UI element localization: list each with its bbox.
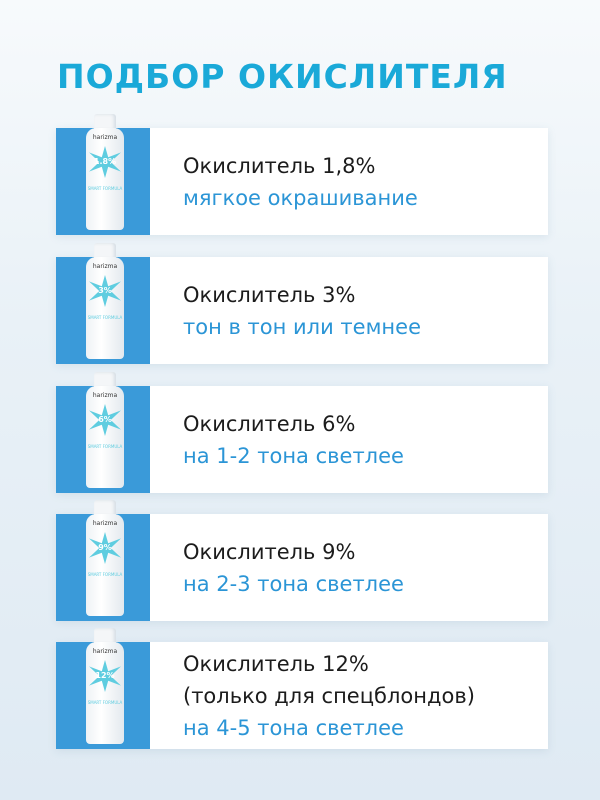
oxidant-card: harizma 1.8% SMART FORMULA Окислитель 1,…: [56, 114, 548, 235]
bottle-image: harizma 6% SMART FORMULA: [86, 372, 124, 488]
oxidant-description: тон в тон или темнее: [183, 314, 421, 339]
oxidant-name: Окислитель 9%: [183, 539, 356, 564]
bottle-percent: 9%: [98, 543, 112, 552]
bottle-body: [86, 514, 124, 616]
oxidant-card: harizma 3% SMART FORMULA Окислитель 3% т…: [56, 243, 548, 364]
bottle-image: harizma 9% SMART FORMULA: [86, 500, 124, 616]
oxidant-name: Окислитель 1,8%: [183, 153, 376, 178]
brand-logo: harizma: [92, 648, 118, 655]
brand-logo: harizma: [92, 520, 118, 527]
oxidant-card: harizma 12% SMART FORMULA Окислитель 12%…: [56, 628, 548, 749]
formula-label: SMART FORMULA: [87, 315, 123, 320]
oxidant-name: Окислитель 12%: [183, 651, 369, 676]
bottle-body: [86, 642, 124, 744]
oxidant-name: Окислитель 6%: [183, 411, 356, 436]
formula-label: SMART FORMULA: [87, 572, 123, 577]
bottle-body: [86, 386, 124, 488]
bottle-cap: [94, 114, 116, 130]
bottle-image: harizma 12% SMART FORMULA: [86, 628, 124, 744]
bottle-percent: 3%: [98, 286, 112, 295]
formula-label: SMART FORMULA: [87, 186, 123, 191]
formula-label: SMART FORMULA: [87, 700, 123, 705]
oxidant-text: Окислитель 6% на 1-2 тона светлее: [183, 386, 404, 493]
bottle-body: [86, 128, 124, 230]
bottle-cap: [94, 243, 116, 259]
bottle-percent: 1.8%: [93, 157, 117, 166]
oxidant-text: Окислитель 9% на 2-3 тона светлее: [183, 514, 404, 621]
bottle-percent: 12%: [95, 671, 115, 680]
brand-logo: harizma: [92, 263, 118, 270]
bottle-cap: [94, 628, 116, 644]
bottle-cap: [94, 500, 116, 516]
oxidant-text: Окислитель 1,8% мягкое окрашивание: [183, 128, 418, 235]
brand-logo: harizma: [92, 392, 118, 399]
bottle-body: [86, 257, 124, 359]
oxidant-card: harizma 9% SMART FORMULA Окислитель 9% н…: [56, 500, 548, 621]
bottle-image: harizma 3% SMART FORMULA: [86, 243, 124, 359]
oxidant-text: Окислитель 12% (только для спецблондов) …: [183, 642, 475, 749]
brand-logo: harizma: [92, 134, 118, 141]
oxidant-description: на 4-5 тона светлее: [183, 715, 404, 740]
bottle-image: harizma 1.8% SMART FORMULA: [86, 114, 124, 230]
oxidant-description: на 2-3 тона светлее: [183, 571, 404, 596]
oxidant-description: мягкое окрашивание: [183, 185, 418, 210]
bottle-cap: [94, 372, 116, 388]
bottle-percent: 6%: [98, 415, 112, 424]
oxidant-note: (только для спецблондов): [183, 683, 475, 708]
page-title: ПОДБОР ОКИСЛИТЕЛЯ: [57, 57, 508, 96]
formula-label: SMART FORMULA: [87, 444, 123, 449]
oxidant-description: на 1-2 тона светлее: [183, 443, 404, 468]
oxidant-card: harizma 6% SMART FORMULA Окислитель 6% н…: [56, 372, 548, 493]
oxidant-text: Окислитель 3% тон в тон или темнее: [183, 257, 421, 364]
oxidant-name: Окислитель 3%: [183, 282, 356, 307]
